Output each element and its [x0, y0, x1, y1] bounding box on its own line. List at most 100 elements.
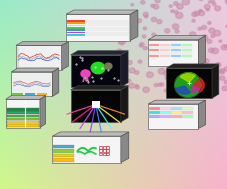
Circle shape: [127, 79, 130, 82]
Circle shape: [180, 59, 183, 61]
Circle shape: [156, 19, 161, 24]
Circle shape: [130, 3, 133, 6]
Circle shape: [220, 45, 226, 50]
Circle shape: [198, 78, 205, 83]
Circle shape: [139, 43, 143, 46]
Circle shape: [225, 25, 227, 27]
Circle shape: [196, 39, 202, 44]
Circle shape: [210, 34, 214, 38]
Bar: [170, 111, 181, 114]
Circle shape: [164, 29, 169, 33]
Circle shape: [176, 4, 183, 9]
Circle shape: [139, 44, 142, 47]
Circle shape: [150, 44, 156, 50]
Bar: [99, 146, 102, 149]
Bar: [70, 90, 120, 122]
Circle shape: [153, 61, 157, 64]
Circle shape: [196, 49, 203, 55]
Polygon shape: [148, 100, 205, 104]
Circle shape: [193, 11, 199, 16]
Circle shape: [207, 1, 210, 3]
Polygon shape: [52, 68, 59, 96]
Circle shape: [142, 87, 149, 92]
Circle shape: [200, 35, 207, 40]
Bar: [159, 52, 169, 54]
Bar: [181, 52, 191, 54]
Bar: [181, 46, 191, 48]
Bar: [106, 149, 109, 152]
Circle shape: [172, 24, 178, 29]
Polygon shape: [191, 85, 199, 92]
Circle shape: [127, 60, 132, 65]
Polygon shape: [180, 73, 195, 82]
Bar: [102, 149, 105, 152]
Circle shape: [191, 82, 195, 86]
Circle shape: [169, 47, 172, 50]
Circle shape: [143, 46, 146, 50]
Circle shape: [207, 22, 210, 24]
Bar: [12, 94, 22, 95]
Polygon shape: [120, 51, 128, 87]
Circle shape: [210, 79, 214, 82]
Circle shape: [208, 85, 211, 88]
Bar: [53, 149, 74, 153]
Bar: [67, 25, 84, 26]
Circle shape: [224, 0, 227, 4]
Circle shape: [226, 0, 227, 2]
Circle shape: [151, 17, 156, 22]
Polygon shape: [166, 64, 218, 68]
Circle shape: [169, 53, 175, 59]
Polygon shape: [197, 36, 205, 66]
Circle shape: [158, 68, 164, 74]
Circle shape: [175, 12, 182, 18]
Circle shape: [117, 26, 121, 29]
Circle shape: [182, 84, 189, 90]
Circle shape: [168, 5, 171, 7]
Circle shape: [221, 86, 227, 91]
Circle shape: [213, 30, 220, 36]
Bar: [159, 55, 169, 57]
Circle shape: [205, 83, 211, 88]
Circle shape: [157, 54, 163, 59]
Bar: [159, 107, 170, 110]
Bar: [181, 55, 191, 57]
Polygon shape: [211, 64, 218, 98]
Circle shape: [135, 86, 139, 89]
Circle shape: [191, 12, 196, 17]
Circle shape: [124, 15, 129, 19]
Circle shape: [162, 46, 168, 51]
Bar: [53, 145, 74, 148]
Circle shape: [138, 60, 141, 63]
Circle shape: [184, 61, 190, 66]
Bar: [7, 115, 38, 117]
Bar: [99, 149, 102, 152]
Circle shape: [211, 48, 217, 54]
Circle shape: [201, 26, 206, 29]
Bar: [67, 34, 84, 36]
Circle shape: [159, 83, 163, 86]
Bar: [148, 111, 159, 114]
Circle shape: [219, 70, 224, 74]
Bar: [170, 52, 180, 54]
Bar: [148, 43, 158, 46]
Circle shape: [212, 3, 215, 6]
Circle shape: [164, 89, 167, 92]
Circle shape: [140, 1, 144, 4]
Circle shape: [175, 84, 182, 90]
Bar: [102, 146, 105, 149]
Bar: [170, 46, 180, 48]
Circle shape: [153, 84, 157, 87]
Bar: [159, 115, 170, 118]
Bar: [53, 154, 74, 157]
Polygon shape: [52, 132, 128, 136]
Circle shape: [143, 12, 148, 16]
Bar: [148, 52, 158, 54]
Circle shape: [182, 56, 190, 62]
Circle shape: [147, 46, 152, 50]
Polygon shape: [40, 95, 45, 128]
Bar: [67, 22, 84, 24]
Circle shape: [135, 84, 138, 87]
Circle shape: [152, 4, 158, 9]
Circle shape: [91, 62, 104, 74]
Polygon shape: [193, 78, 203, 92]
